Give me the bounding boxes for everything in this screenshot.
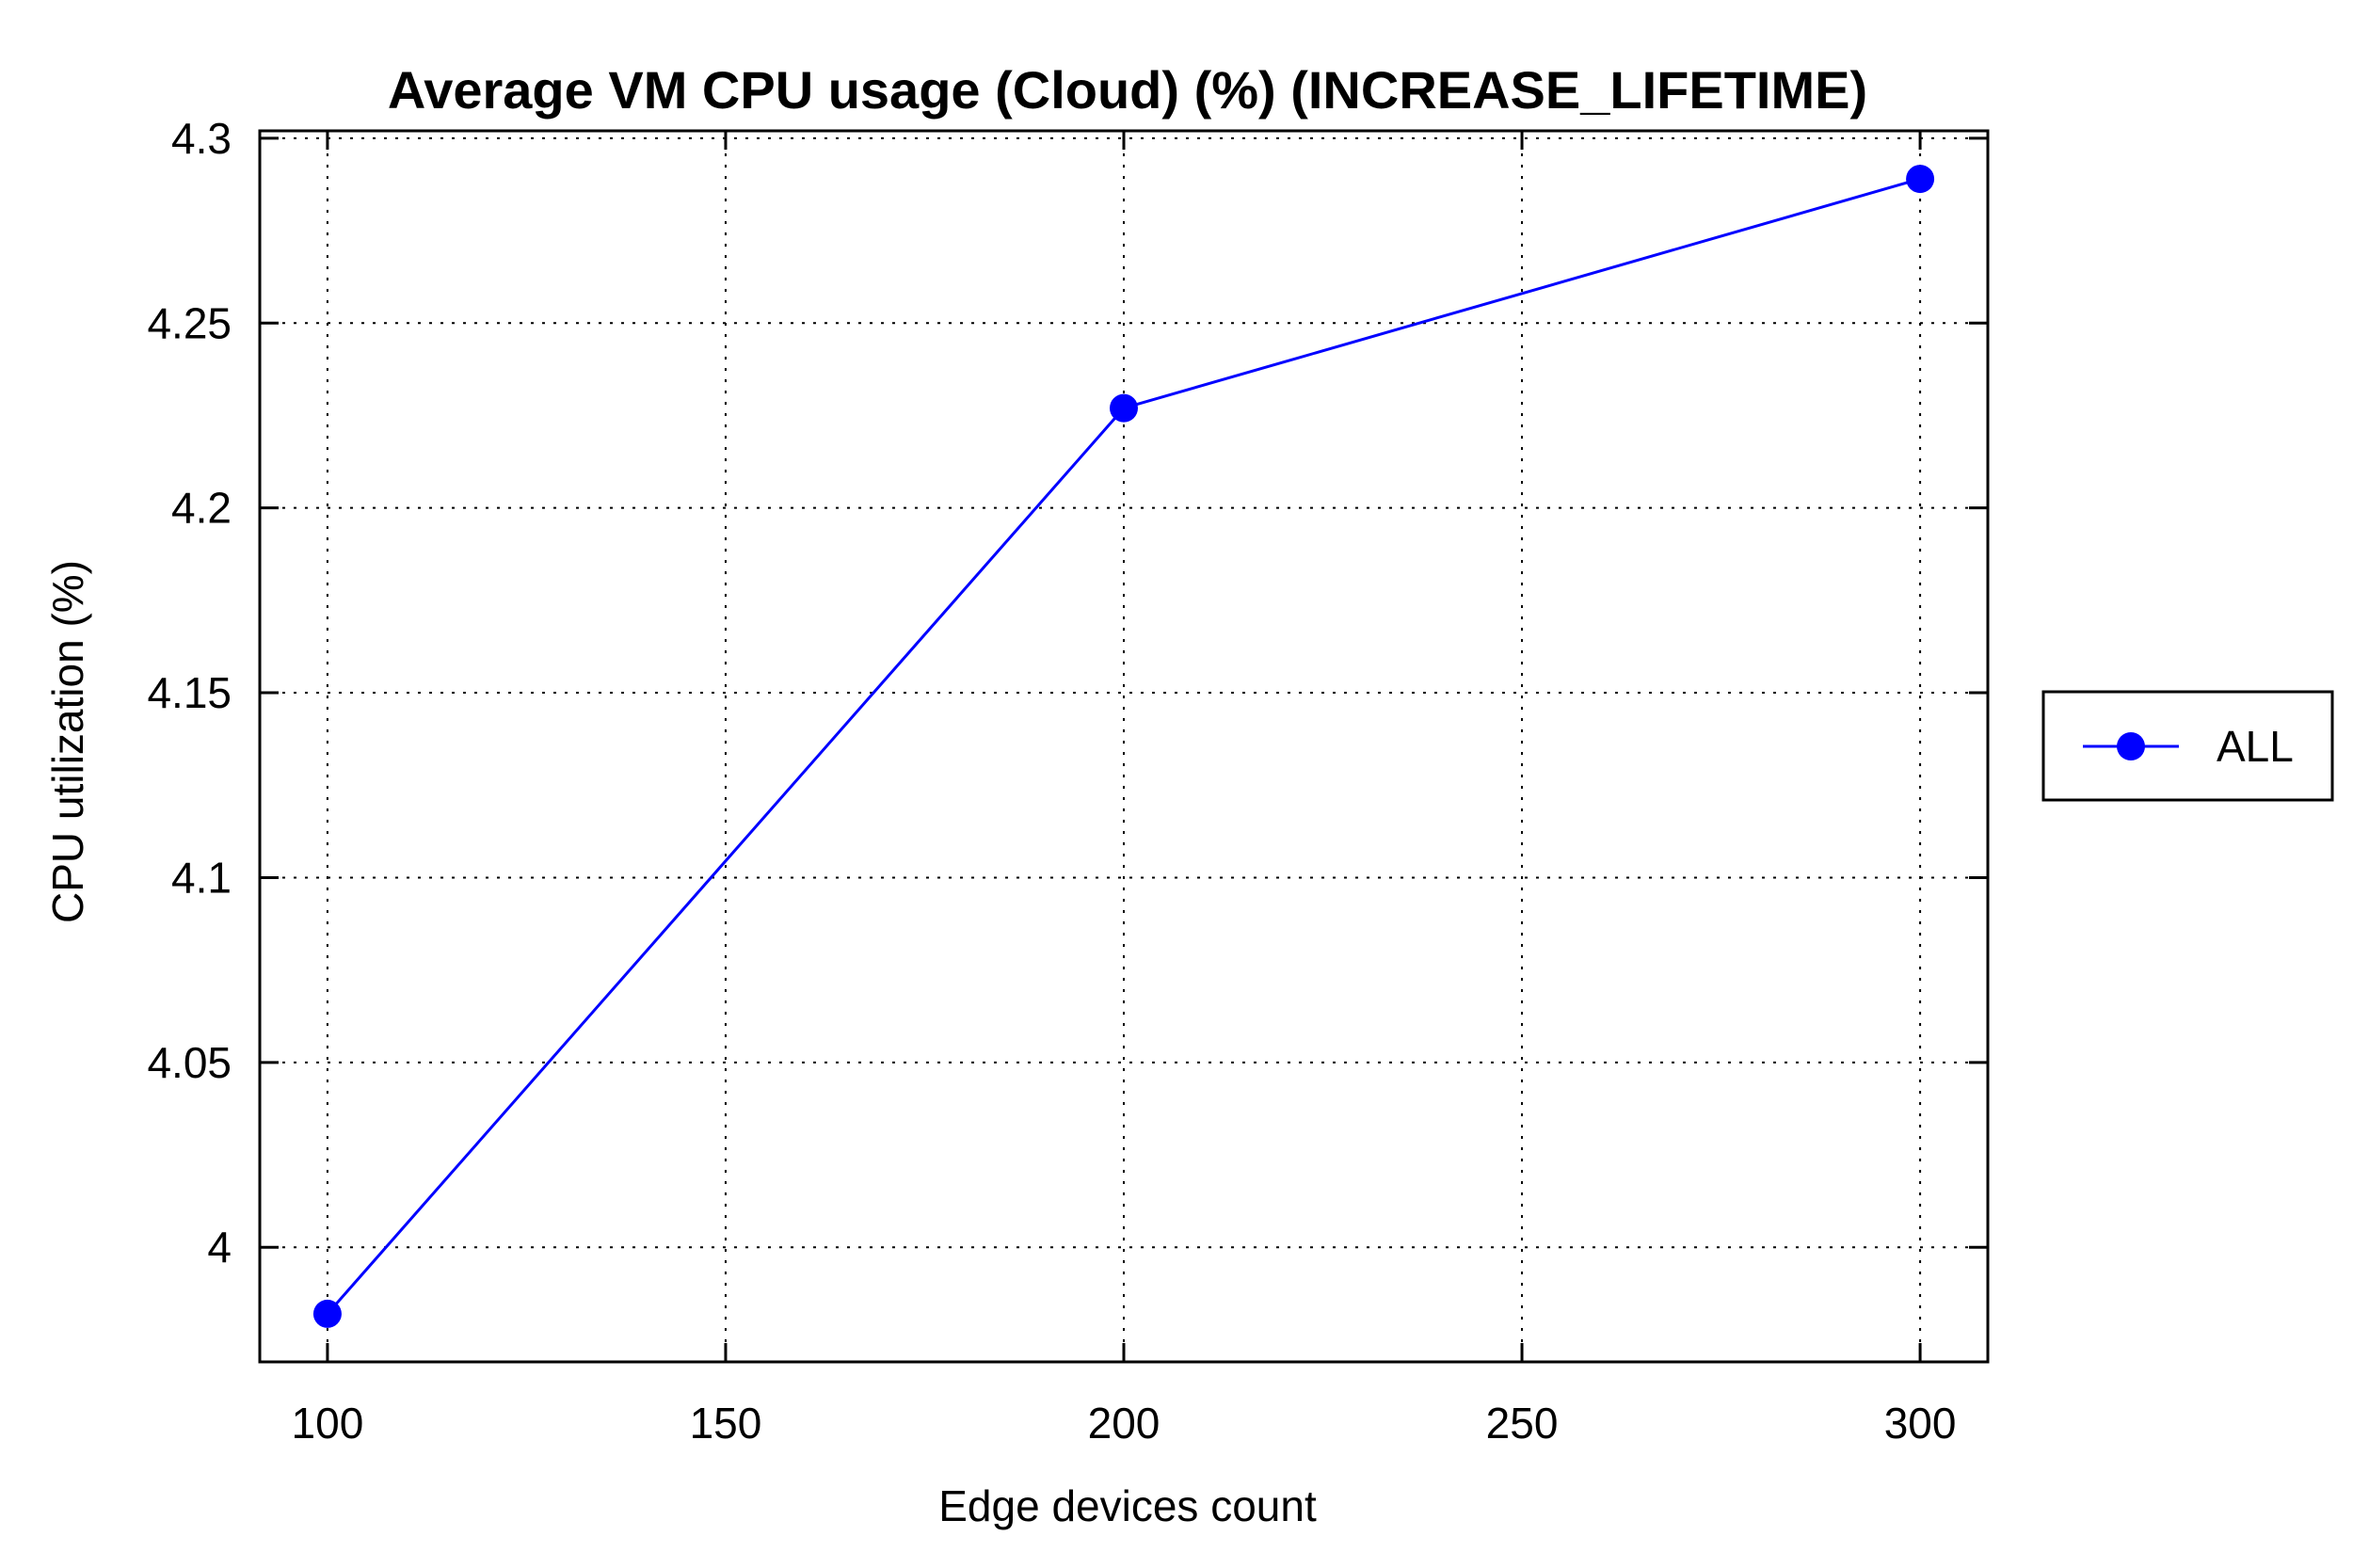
grid [260, 131, 1988, 1362]
y-tick-label: 4.1 [171, 853, 232, 902]
legend: ALL [2041, 690, 2334, 802]
data-point [1110, 393, 1138, 423]
x-tick-label: 300 [1884, 1399, 1957, 1448]
axis-ticks [260, 131, 1988, 1362]
legend-series-marker [2117, 732, 2145, 760]
x-tick-labels: 100 150 200 250 300 [292, 1399, 1957, 1448]
y-tick-label: 4.25 [147, 298, 232, 347]
x-tick-label: 150 [690, 1399, 762, 1448]
y-tick-label: 4 [207, 1223, 232, 1272]
plot-frame [258, 129, 1990, 1364]
chart-title: Average VM CPU usage (Cloud) (%) (INCREA… [388, 60, 1867, 120]
x-axis-label: Edge devices count [938, 1481, 1317, 1530]
series-line [326, 177, 1921, 1315]
y-tick-label: 4.15 [147, 668, 232, 717]
x-tick-label: 100 [292, 1399, 364, 1448]
y-tick-label: 4.2 [171, 484, 232, 533]
data-point [1906, 165, 1935, 194]
y-tick-label: 4.3 [171, 114, 232, 163]
y-tick-label: 4.05 [147, 1038, 232, 1087]
data-point [312, 1299, 342, 1328]
y-axis-label: CPU utilization (%) [43, 560, 92, 923]
series-layer [312, 165, 1935, 1328]
legend-series-label: ALL [2217, 722, 2294, 771]
x-tick-label: 250 [1486, 1399, 1559, 1448]
y-tick-labels: 4 4.05 4.1 4.15 4.2 4.25 4.3 [147, 114, 232, 1272]
x-tick-label: 200 [1088, 1399, 1160, 1448]
